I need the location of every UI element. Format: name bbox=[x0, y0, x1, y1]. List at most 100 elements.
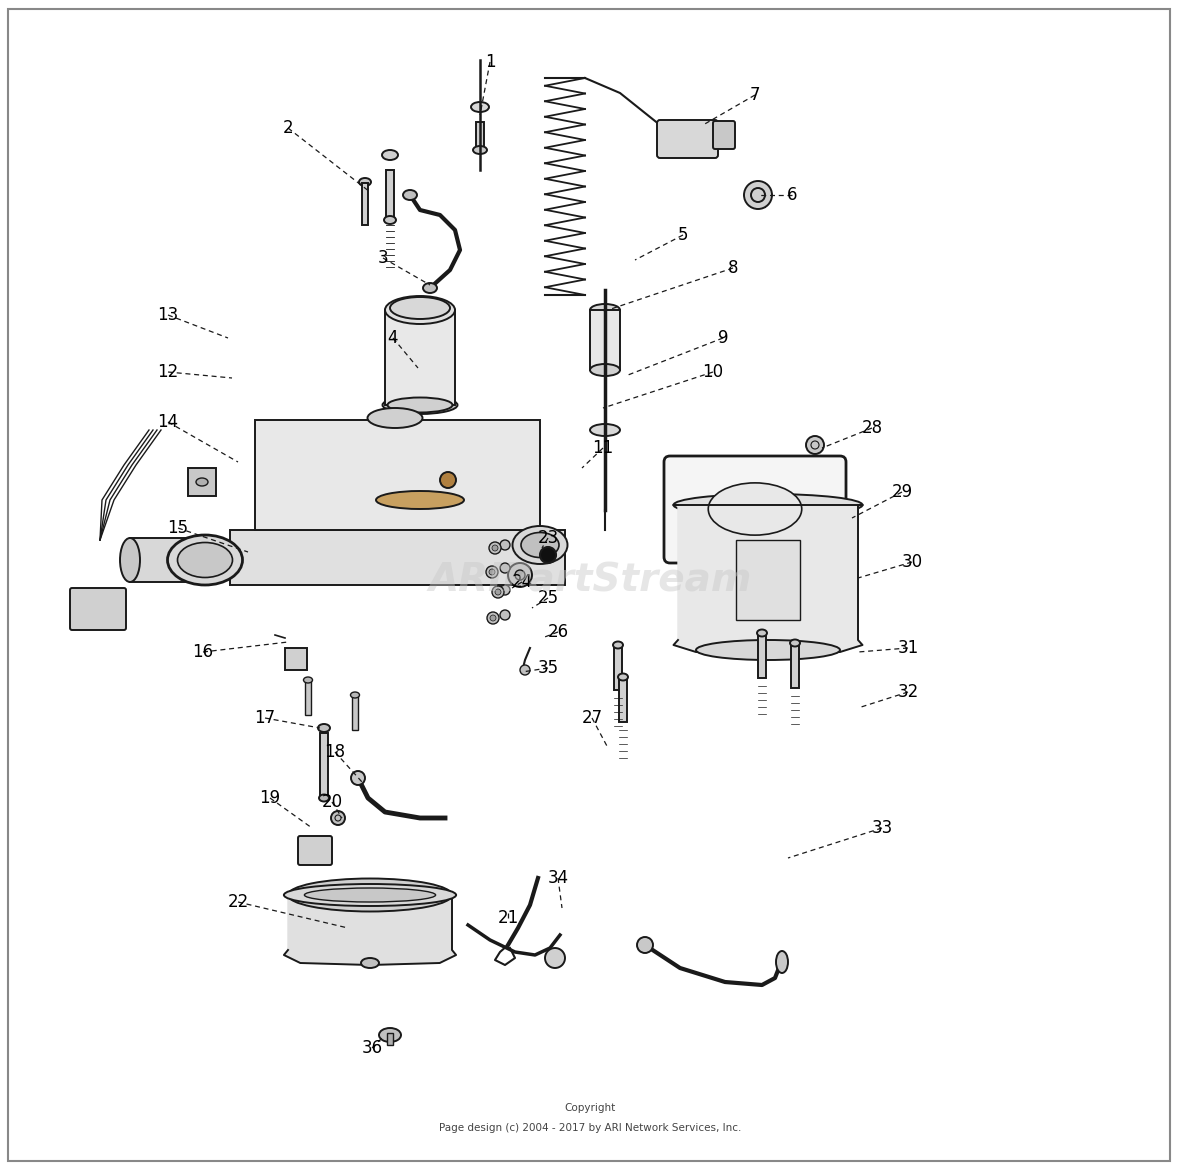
FancyBboxPatch shape bbox=[713, 122, 735, 148]
Ellipse shape bbox=[376, 491, 464, 509]
Ellipse shape bbox=[471, 102, 489, 112]
Text: 7: 7 bbox=[749, 87, 760, 104]
Text: 34: 34 bbox=[548, 869, 569, 887]
Text: 5: 5 bbox=[677, 226, 688, 244]
Ellipse shape bbox=[303, 677, 313, 683]
Circle shape bbox=[332, 811, 345, 825]
Text: 4: 4 bbox=[388, 328, 398, 347]
Text: Page design (c) 2004 - 2017 by ARI Network Services, Inc.: Page design (c) 2004 - 2017 by ARI Netwo… bbox=[439, 1123, 741, 1133]
FancyBboxPatch shape bbox=[70, 588, 126, 630]
Text: 31: 31 bbox=[897, 639, 918, 657]
Polygon shape bbox=[284, 895, 457, 964]
Ellipse shape bbox=[612, 642, 623, 649]
Text: 32: 32 bbox=[897, 683, 918, 701]
Bar bbox=[476, 122, 484, 150]
Ellipse shape bbox=[384, 216, 396, 224]
Text: 26: 26 bbox=[548, 623, 569, 641]
Ellipse shape bbox=[590, 304, 620, 316]
Text: 14: 14 bbox=[157, 413, 178, 431]
Ellipse shape bbox=[590, 424, 620, 436]
Text: 3: 3 bbox=[378, 249, 388, 267]
Bar bbox=[620, 677, 627, 722]
Ellipse shape bbox=[522, 533, 559, 558]
FancyBboxPatch shape bbox=[299, 836, 332, 865]
Circle shape bbox=[540, 547, 556, 563]
Ellipse shape bbox=[387, 397, 452, 413]
Text: 10: 10 bbox=[702, 364, 723, 381]
Text: 27: 27 bbox=[582, 710, 603, 727]
Ellipse shape bbox=[674, 494, 863, 516]
Text: 22: 22 bbox=[228, 893, 249, 911]
Bar bbox=[230, 530, 565, 584]
Circle shape bbox=[545, 948, 565, 968]
FancyBboxPatch shape bbox=[657, 120, 717, 158]
Text: 33: 33 bbox=[871, 819, 892, 837]
Circle shape bbox=[489, 569, 494, 575]
Text: 23: 23 bbox=[537, 530, 558, 547]
Ellipse shape bbox=[708, 483, 801, 535]
Bar bbox=[590, 310, 620, 371]
Text: 20: 20 bbox=[321, 793, 342, 811]
Circle shape bbox=[490, 615, 496, 621]
Text: Copyright: Copyright bbox=[564, 1104, 616, 1113]
Bar bbox=[255, 420, 540, 530]
Circle shape bbox=[440, 472, 455, 487]
Circle shape bbox=[487, 613, 499, 624]
Bar bbox=[320, 733, 328, 798]
Ellipse shape bbox=[404, 191, 417, 200]
Ellipse shape bbox=[473, 146, 487, 154]
Ellipse shape bbox=[422, 283, 437, 293]
Bar bbox=[791, 643, 799, 689]
Text: 16: 16 bbox=[192, 643, 214, 660]
Circle shape bbox=[520, 665, 530, 675]
Text: 18: 18 bbox=[324, 743, 346, 761]
Text: 15: 15 bbox=[168, 519, 189, 537]
Bar bbox=[286, 648, 307, 670]
Ellipse shape bbox=[359, 178, 371, 186]
Bar bbox=[385, 310, 455, 404]
Circle shape bbox=[492, 586, 504, 599]
Ellipse shape bbox=[758, 629, 767, 636]
Text: 21: 21 bbox=[498, 909, 519, 927]
Text: 8: 8 bbox=[728, 260, 739, 277]
Ellipse shape bbox=[590, 364, 620, 376]
Text: 24: 24 bbox=[511, 573, 532, 592]
Text: 35: 35 bbox=[537, 659, 558, 677]
Ellipse shape bbox=[391, 297, 450, 319]
Text: 28: 28 bbox=[861, 419, 883, 437]
FancyBboxPatch shape bbox=[664, 456, 846, 563]
Text: 30: 30 bbox=[902, 553, 923, 570]
Circle shape bbox=[514, 570, 525, 580]
Ellipse shape bbox=[288, 878, 452, 912]
Circle shape bbox=[494, 589, 501, 595]
Circle shape bbox=[489, 542, 502, 554]
Text: 1: 1 bbox=[485, 53, 496, 71]
Ellipse shape bbox=[776, 952, 788, 973]
Circle shape bbox=[486, 566, 498, 577]
Ellipse shape bbox=[196, 478, 208, 486]
Circle shape bbox=[492, 545, 498, 551]
Bar bbox=[387, 1033, 393, 1045]
Ellipse shape bbox=[361, 959, 379, 968]
Bar bbox=[304, 680, 312, 715]
Ellipse shape bbox=[382, 396, 458, 414]
Text: 29: 29 bbox=[891, 483, 912, 502]
Ellipse shape bbox=[385, 296, 455, 324]
Text: 11: 11 bbox=[592, 440, 614, 457]
Ellipse shape bbox=[284, 884, 457, 906]
Bar bbox=[736, 540, 800, 620]
Ellipse shape bbox=[350, 692, 360, 698]
Bar bbox=[614, 645, 622, 690]
Text: 12: 12 bbox=[157, 364, 178, 381]
Circle shape bbox=[500, 540, 510, 549]
Bar bbox=[386, 170, 394, 220]
Bar bbox=[352, 696, 358, 729]
Bar bbox=[758, 632, 766, 678]
Bar bbox=[362, 184, 368, 224]
Text: 19: 19 bbox=[260, 789, 281, 807]
Ellipse shape bbox=[168, 535, 243, 584]
Circle shape bbox=[637, 938, 653, 953]
Circle shape bbox=[509, 563, 532, 587]
Text: 17: 17 bbox=[255, 710, 276, 727]
Ellipse shape bbox=[379, 1028, 401, 1042]
